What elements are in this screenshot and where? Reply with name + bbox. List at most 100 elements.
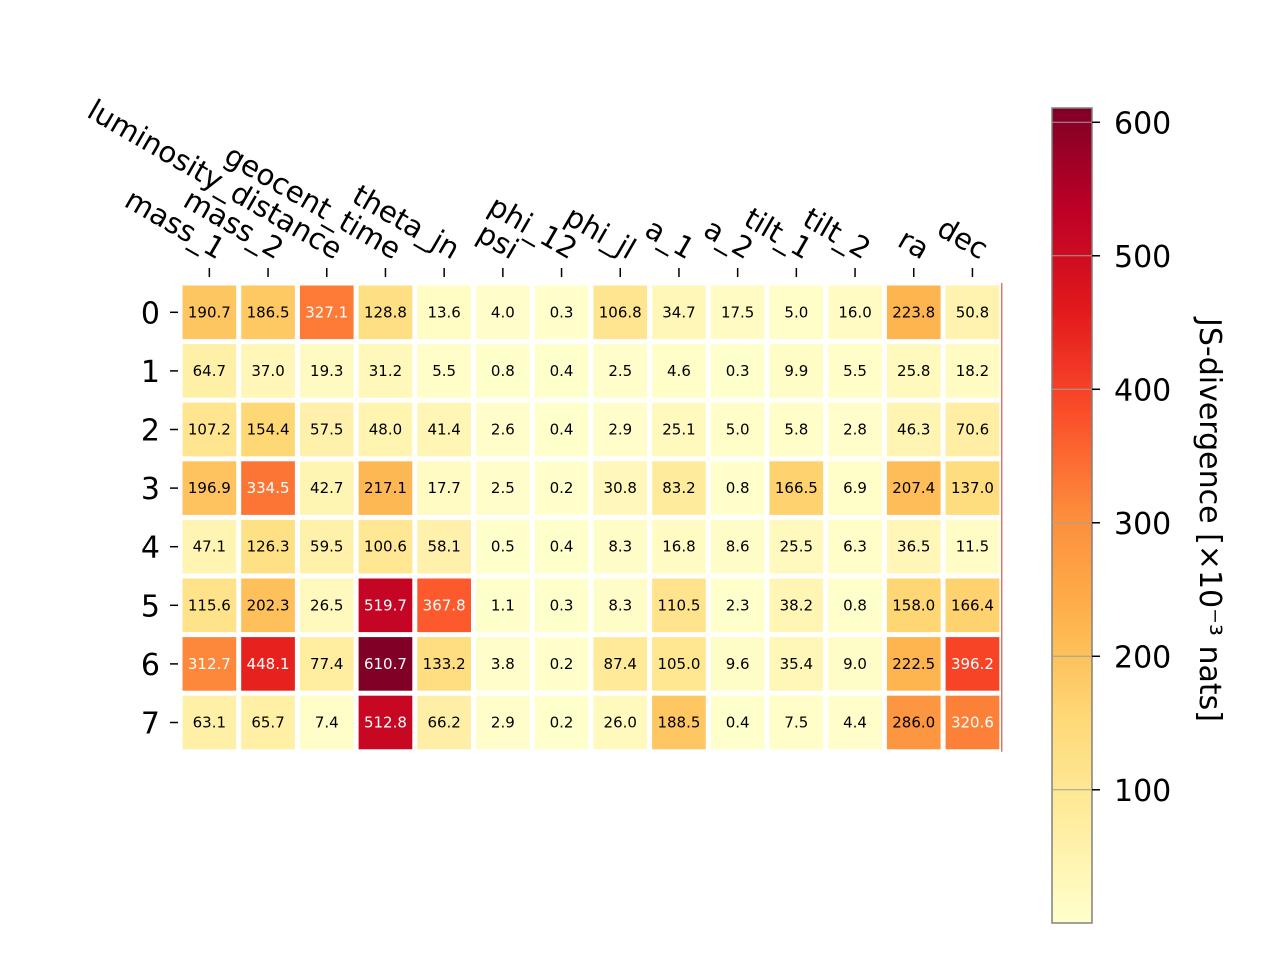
cell-value-label: 31.2 xyxy=(369,362,402,380)
cell-value-label: 2.5 xyxy=(491,479,515,497)
heatmap-cell xyxy=(534,695,589,750)
cell-value-label: 26.5 xyxy=(310,596,343,614)
heatmap-cell xyxy=(828,695,882,750)
heatmap-cell xyxy=(241,461,295,515)
cell-value-label: 34.7 xyxy=(662,303,695,321)
heatmap-cell xyxy=(945,578,1000,633)
cell-value-label: 5.8 xyxy=(784,421,808,439)
cell-value-label: 4.0 xyxy=(491,303,515,321)
y-tick-label: 2 xyxy=(141,414,160,449)
heatmap-cell xyxy=(945,285,1000,340)
cell-value-label: 50.8 xyxy=(956,303,989,321)
cell-value-label: 5.5 xyxy=(843,362,867,380)
cell-value-label: 5.0 xyxy=(784,303,808,321)
cell-value-label: 286.0 xyxy=(892,714,935,732)
cell-value-label: 320.6 xyxy=(951,714,994,732)
colorbar-ticks: 100 200 300 400 500 600 xyxy=(1052,106,1171,809)
cell-value-label: 38.2 xyxy=(780,596,813,614)
cell-value-label: 188.5 xyxy=(657,714,700,732)
cell-value-label: 312.7 xyxy=(188,655,231,673)
heatmap-cell xyxy=(593,402,648,457)
heatmap-cell xyxy=(417,285,471,340)
cell-value-label: 190.7 xyxy=(188,303,231,321)
heatmap-cell xyxy=(358,637,413,691)
cell-value-label: 0.4 xyxy=(550,538,574,556)
heatmap-cell xyxy=(182,578,237,633)
cell-value-label: 2.8 xyxy=(843,421,867,439)
heatmap-cell xyxy=(476,578,530,633)
heatmap-cell xyxy=(945,637,1000,691)
cell-value-label: 25.8 xyxy=(897,362,930,380)
cell-value-label: 8.3 xyxy=(608,538,632,556)
heatmap-cell xyxy=(241,637,295,691)
heatmap-cell xyxy=(769,461,824,515)
colorbar-tick-label: 300 xyxy=(1114,507,1171,542)
heatmap-cell xyxy=(945,695,1000,750)
cell-value-label: 0.8 xyxy=(491,362,515,380)
y-tick-label: 7 xyxy=(141,707,160,742)
heatmap-cell xyxy=(358,695,413,750)
cell-value-label: 87.4 xyxy=(604,655,637,673)
heatmap-cell xyxy=(593,285,648,340)
heatmap-cell xyxy=(886,402,941,457)
cell-value-label: 512.8 xyxy=(364,714,407,732)
cell-value-label: 19.3 xyxy=(310,362,343,380)
heatmap-cell xyxy=(358,461,413,515)
heatmap-cell xyxy=(476,344,530,398)
heatmap-cell xyxy=(945,344,1000,398)
heatmap-cell xyxy=(299,402,354,457)
heatmap-cell xyxy=(358,402,413,457)
heatmap-cell xyxy=(945,461,1000,515)
heatmap-cell xyxy=(241,519,295,574)
heatmap-cell xyxy=(828,402,882,457)
heatmap-cell xyxy=(476,461,530,515)
colorbar-tick-label: 100 xyxy=(1114,774,1171,809)
cell-value-label: 64.7 xyxy=(193,362,226,380)
heatmap-cell xyxy=(593,637,648,691)
cell-value-label: 9.0 xyxy=(843,655,867,673)
cell-value-label: 42.7 xyxy=(310,479,343,497)
heatmap-cell xyxy=(182,402,237,457)
heatmap-cell xyxy=(652,461,706,515)
cell-value-label: 158.0 xyxy=(892,596,935,614)
cell-value-label: 202.3 xyxy=(247,596,290,614)
cell-value-label: 83.2 xyxy=(662,479,695,497)
heatmap-cell xyxy=(241,578,295,633)
x-tick-label: a_1 xyxy=(640,211,701,266)
heatmap-cell xyxy=(769,344,824,398)
heatmap-cell xyxy=(769,695,824,750)
cell-value-label: 36.5 xyxy=(897,538,930,556)
cell-value-label: 63.1 xyxy=(193,714,226,732)
heatmap-cell xyxy=(886,519,941,574)
cell-value-label: 334.5 xyxy=(247,479,290,497)
cell-value-label: 2.9 xyxy=(608,421,632,439)
heatmap-cell xyxy=(710,461,765,515)
heatmap-cell xyxy=(652,285,706,340)
cell-value-label: 3.8 xyxy=(491,655,515,673)
cell-value-label: 0.3 xyxy=(550,596,574,614)
heatmap-cell xyxy=(299,637,354,691)
colorbar-tick-label: 200 xyxy=(1114,640,1171,675)
x-tick-label: tilt_2 xyxy=(797,201,876,266)
heatmap-cell xyxy=(828,344,882,398)
heatmap-cell xyxy=(534,344,589,398)
x-tick-label: ra xyxy=(893,222,936,266)
heatmap-cell xyxy=(299,578,354,633)
cell-value-label: 66.2 xyxy=(427,714,460,732)
heatmap-cell xyxy=(417,461,471,515)
heatmap-cell xyxy=(534,461,589,515)
heatmap-cell xyxy=(182,344,237,398)
heatmap-cell xyxy=(417,519,471,574)
heatmap-cell xyxy=(534,578,589,633)
cell-value-label: 0.4 xyxy=(726,714,750,732)
colorbar: 100 200 300 400 500 600 JS-divergence [×10⁻³ … xyxy=(1051,106,1227,924)
cell-value-label: 0.2 xyxy=(550,714,574,732)
cell-value-label: 16.8 xyxy=(662,538,695,556)
cell-value-label: 126.3 xyxy=(247,538,290,556)
heatmap-cell xyxy=(710,578,765,633)
cell-value-label: 223.8 xyxy=(892,303,935,321)
heatmap-cell xyxy=(534,285,589,340)
colorbar-gradient xyxy=(1051,107,1093,924)
